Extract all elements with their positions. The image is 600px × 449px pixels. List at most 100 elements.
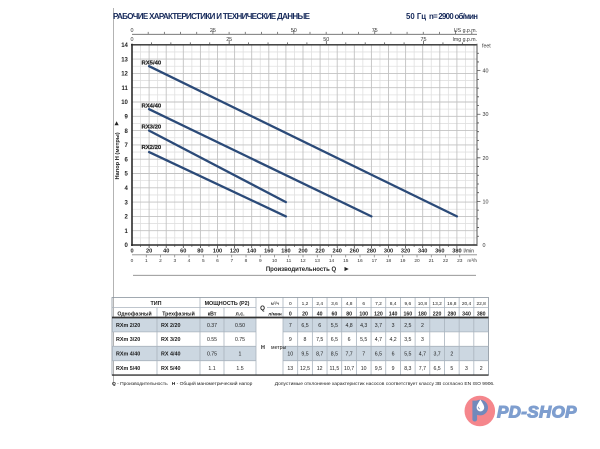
svg-text:240: 240 <box>333 249 342 255</box>
svg-text:140: 140 <box>389 312 398 318</box>
svg-text:RX4/40: RX4/40 <box>142 104 162 110</box>
svg-text:12: 12 <box>300 258 306 264</box>
svg-text:8,4: 8,4 <box>390 301 397 307</box>
svg-text:2: 2 <box>125 215 129 221</box>
svg-text:13,2: 13,2 <box>432 301 442 307</box>
svg-text:RXm 3/20: RXm 3/20 <box>116 337 140 343</box>
svg-text:Напор H (метры): Напор H (метры) <box>115 132 121 179</box>
svg-text:2: 2 <box>421 323 424 329</box>
svg-text:16,8: 16,8 <box>447 301 457 307</box>
svg-text:8: 8 <box>245 258 248 264</box>
svg-text:260: 260 <box>350 249 359 255</box>
svg-text:5,5: 5,5 <box>404 352 411 358</box>
svg-text:3: 3 <box>173 258 176 264</box>
svg-text:25: 25 <box>210 28 216 34</box>
svg-text:PD-SHOP: PD-SHOP <box>497 403 577 422</box>
svg-text:80: 80 <box>197 249 203 255</box>
svg-text:RXm 5/40: RXm 5/40 <box>116 366 140 372</box>
svg-text:10,8: 10,8 <box>418 301 428 307</box>
svg-text:кВт: кВт <box>208 312 217 318</box>
svg-text:м³/ч: м³/ч <box>271 301 280 306</box>
svg-text:3: 3 <box>421 337 424 343</box>
svg-text:40: 40 <box>317 312 323 318</box>
svg-text:7: 7 <box>230 258 233 264</box>
svg-text:11: 11 <box>122 86 129 92</box>
svg-text:11: 11 <box>286 258 291 264</box>
svg-text:5: 5 <box>125 172 129 178</box>
svg-text:20: 20 <box>414 258 420 264</box>
svg-text:9: 9 <box>289 337 292 343</box>
svg-text:6: 6 <box>125 157 129 163</box>
svg-text:5: 5 <box>202 258 205 264</box>
svg-text:9,6: 9,6 <box>404 301 411 307</box>
svg-text:60: 60 <box>332 312 338 318</box>
svg-text:22: 22 <box>443 258 449 264</box>
svg-text:РАБОЧИЕ ХАРАКТЕРИСТИКИ И ТЕХНИ: РАБОЧИЕ ХАРАКТЕРИСТИКИ И ТЕХНИЧЕСКИЕ ДАН… <box>113 12 311 21</box>
svg-text:18: 18 <box>386 258 392 264</box>
svg-text:3: 3 <box>465 366 468 372</box>
svg-text:4,7: 4,7 <box>419 352 426 358</box>
svg-text:12: 12 <box>121 72 128 78</box>
svg-text:6: 6 <box>348 337 351 343</box>
svg-text:160: 160 <box>264 249 273 255</box>
svg-text:2,4: 2,4 <box>316 301 323 307</box>
svg-text:16: 16 <box>357 258 363 264</box>
svg-text:6: 6 <box>318 323 321 329</box>
svg-text:0.55: 0.55 <box>207 337 217 343</box>
svg-text:6: 6 <box>216 258 219 264</box>
svg-text:180: 180 <box>418 312 427 318</box>
svg-text:RX 5/40: RX 5/40 <box>161 366 180 372</box>
svg-text:3: 3 <box>392 323 395 329</box>
svg-text:m³/h: m³/h <box>467 258 477 264</box>
svg-text:13: 13 <box>315 258 321 264</box>
svg-text:9,5: 9,5 <box>375 366 382 372</box>
svg-text:8: 8 <box>304 337 307 343</box>
svg-text:20: 20 <box>302 312 308 318</box>
svg-text:14: 14 <box>121 43 128 49</box>
svg-text:280: 280 <box>447 312 456 318</box>
svg-text:220: 220 <box>433 312 442 318</box>
svg-text:3,6: 3,6 <box>331 301 338 307</box>
svg-text:380: 380 <box>452 249 461 255</box>
svg-text:300: 300 <box>384 249 393 255</box>
svg-text:Q: Q <box>260 305 265 312</box>
svg-text:7,7: 7,7 <box>419 366 426 372</box>
svg-text:220: 220 <box>315 249 324 255</box>
svg-text:1,2: 1,2 <box>302 301 309 307</box>
svg-text:40: 40 <box>163 249 169 255</box>
svg-text:7,5: 7,5 <box>316 337 323 343</box>
svg-text:7,7: 7,7 <box>345 352 352 358</box>
svg-text:RX3/20: RX3/20 <box>142 125 162 131</box>
svg-text:75: 75 <box>372 28 378 34</box>
svg-text:0: 0 <box>131 28 134 34</box>
svg-text:7,2: 7,2 <box>375 301 382 307</box>
svg-text:80: 80 <box>346 312 352 318</box>
svg-text:0.37: 0.37 <box>207 323 217 329</box>
svg-text:13: 13 <box>121 57 128 63</box>
svg-text:Однофазный: Однофазный <box>117 311 151 318</box>
svg-text:RX 3/20: RX 3/20 <box>161 337 180 343</box>
svg-text:2,5: 2,5 <box>404 323 411 329</box>
svg-text:1.1: 1.1 <box>208 366 215 372</box>
svg-text:10: 10 <box>272 258 278 264</box>
svg-text:12,5: 12,5 <box>300 366 310 372</box>
svg-text:13: 13 <box>287 366 293 372</box>
svg-text:75: 75 <box>421 37 427 43</box>
svg-text:40: 40 <box>483 69 489 75</box>
svg-text:0: 0 <box>125 243 129 249</box>
svg-text:3: 3 <box>125 200 129 206</box>
svg-text:Q - Производительность Н - О: Q - Производительность Н - Общий маномет… <box>112 380 253 387</box>
svg-text:6,5: 6,5 <box>375 352 382 358</box>
svg-text:19: 19 <box>400 258 406 264</box>
svg-text:7: 7 <box>125 143 129 149</box>
svg-text:0: 0 <box>289 312 292 318</box>
svg-text:5,5: 5,5 <box>331 323 338 329</box>
svg-text:10: 10 <box>121 100 128 106</box>
svg-text:120: 120 <box>230 249 239 255</box>
svg-text:160: 160 <box>403 312 412 318</box>
svg-text:1: 1 <box>239 352 242 358</box>
svg-text:Трехфазный: Трехфазный <box>162 311 195 318</box>
svg-text:7: 7 <box>362 352 365 358</box>
svg-text:RX5/40: RX5/40 <box>142 61 162 67</box>
svg-text:feet: feet <box>482 44 491 50</box>
